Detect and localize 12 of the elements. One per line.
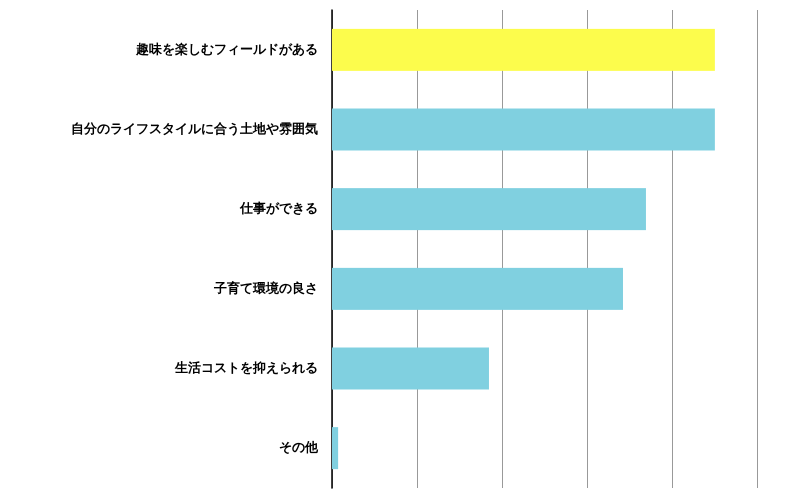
y-tick-label: 生活コストを抑えられる <box>174 361 318 376</box>
bar <box>332 188 646 230</box>
y-tick-label: 自分のライフスタイルに合う土地や雰囲気 <box>71 121 318 137</box>
y-tick-label: その他 <box>279 440 319 456</box>
y-tick-label: 子育て環境の良さ <box>213 280 318 296</box>
bar <box>332 427 338 470</box>
bar <box>332 28 715 71</box>
bar <box>332 348 489 390</box>
bar <box>332 108 715 150</box>
bar <box>332 268 623 310</box>
y-tick-label: 趣味を楽しむフィールドがある <box>135 42 318 58</box>
y-tick-label: 仕事ができる <box>239 202 318 217</box>
